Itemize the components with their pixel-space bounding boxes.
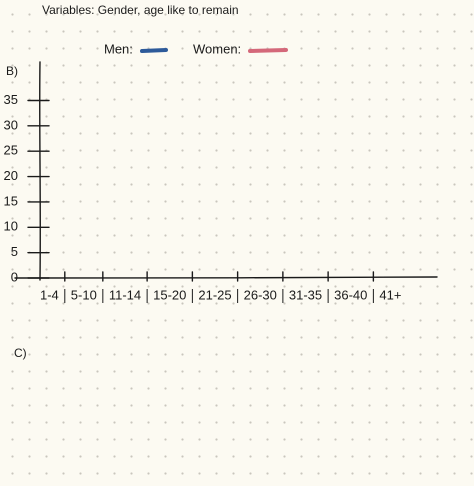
y-tick-label: 10 (4, 219, 18, 234)
y-tick-label: 25 (4, 143, 18, 158)
x-tick-label: 5-10 (71, 287, 97, 302)
legend-swatch (248, 48, 288, 53)
y-tick-label: 20 (4, 168, 18, 183)
part-c-label: C) (14, 346, 27, 360)
x-tick-label: 11-14 (109, 287, 141, 302)
y-axis (39, 61, 41, 281)
legend-swatch (140, 48, 168, 53)
x-tick-label: 41+ (379, 287, 401, 302)
x-tick-label: 21-25 (198, 287, 231, 302)
x-tick-label: 15-20 (153, 287, 186, 302)
legend-label: Men: (104, 41, 133, 56)
y-tick-label: 35 (4, 92, 18, 107)
legend-label: Women: (193, 41, 241, 56)
part-b-label: B) (6, 64, 18, 78)
x-tick-label: 26-30 (244, 287, 277, 302)
y-tick-label: 0 (11, 269, 18, 284)
x-tick-label: 1-4 (40, 287, 59, 302)
header: Variables: Gender, age like to remain (42, 3, 239, 17)
y-tick-label: 30 (4, 117, 18, 132)
y-tick-label: 5 (11, 244, 18, 259)
x-tick-label: 36-40 (334, 287, 367, 302)
y-tick-label: 15 (4, 193, 18, 208)
x-tick-label: 31-35 (289, 287, 322, 302)
x-axis (14, 276, 438, 279)
